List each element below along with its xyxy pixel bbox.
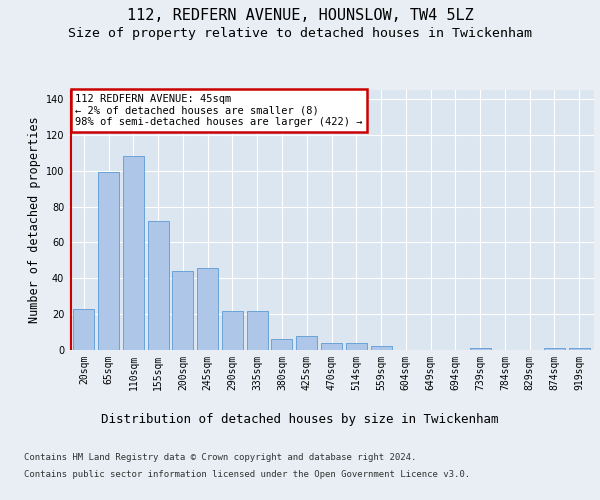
Bar <box>73 309 94 350</box>
Bar <box>569 348 590 350</box>
Bar <box>222 310 243 350</box>
Bar <box>346 343 367 350</box>
Bar <box>197 268 218 350</box>
Bar <box>470 348 491 350</box>
Text: 112 REDFERN AVENUE: 45sqm
← 2% of detached houses are smaller (8)
98% of semi-de: 112 REDFERN AVENUE: 45sqm ← 2% of detach… <box>76 94 363 127</box>
Bar <box>148 221 169 350</box>
Text: Contains HM Land Registry data © Crown copyright and database right 2024.: Contains HM Land Registry data © Crown c… <box>24 452 416 462</box>
Text: Contains public sector information licensed under the Open Government Licence v3: Contains public sector information licen… <box>24 470 470 479</box>
Bar <box>321 343 342 350</box>
Bar <box>247 310 268 350</box>
Text: 112, REDFERN AVENUE, HOUNSLOW, TW4 5LZ: 112, REDFERN AVENUE, HOUNSLOW, TW4 5LZ <box>127 8 473 22</box>
Bar <box>296 336 317 350</box>
Bar <box>544 348 565 350</box>
Bar <box>371 346 392 350</box>
Bar <box>98 172 119 350</box>
Bar <box>123 156 144 350</box>
Bar <box>172 271 193 350</box>
Text: Distribution of detached houses by size in Twickenham: Distribution of detached houses by size … <box>101 412 499 426</box>
Y-axis label: Number of detached properties: Number of detached properties <box>28 116 41 324</box>
Text: Size of property relative to detached houses in Twickenham: Size of property relative to detached ho… <box>68 28 532 40</box>
Bar <box>271 339 292 350</box>
